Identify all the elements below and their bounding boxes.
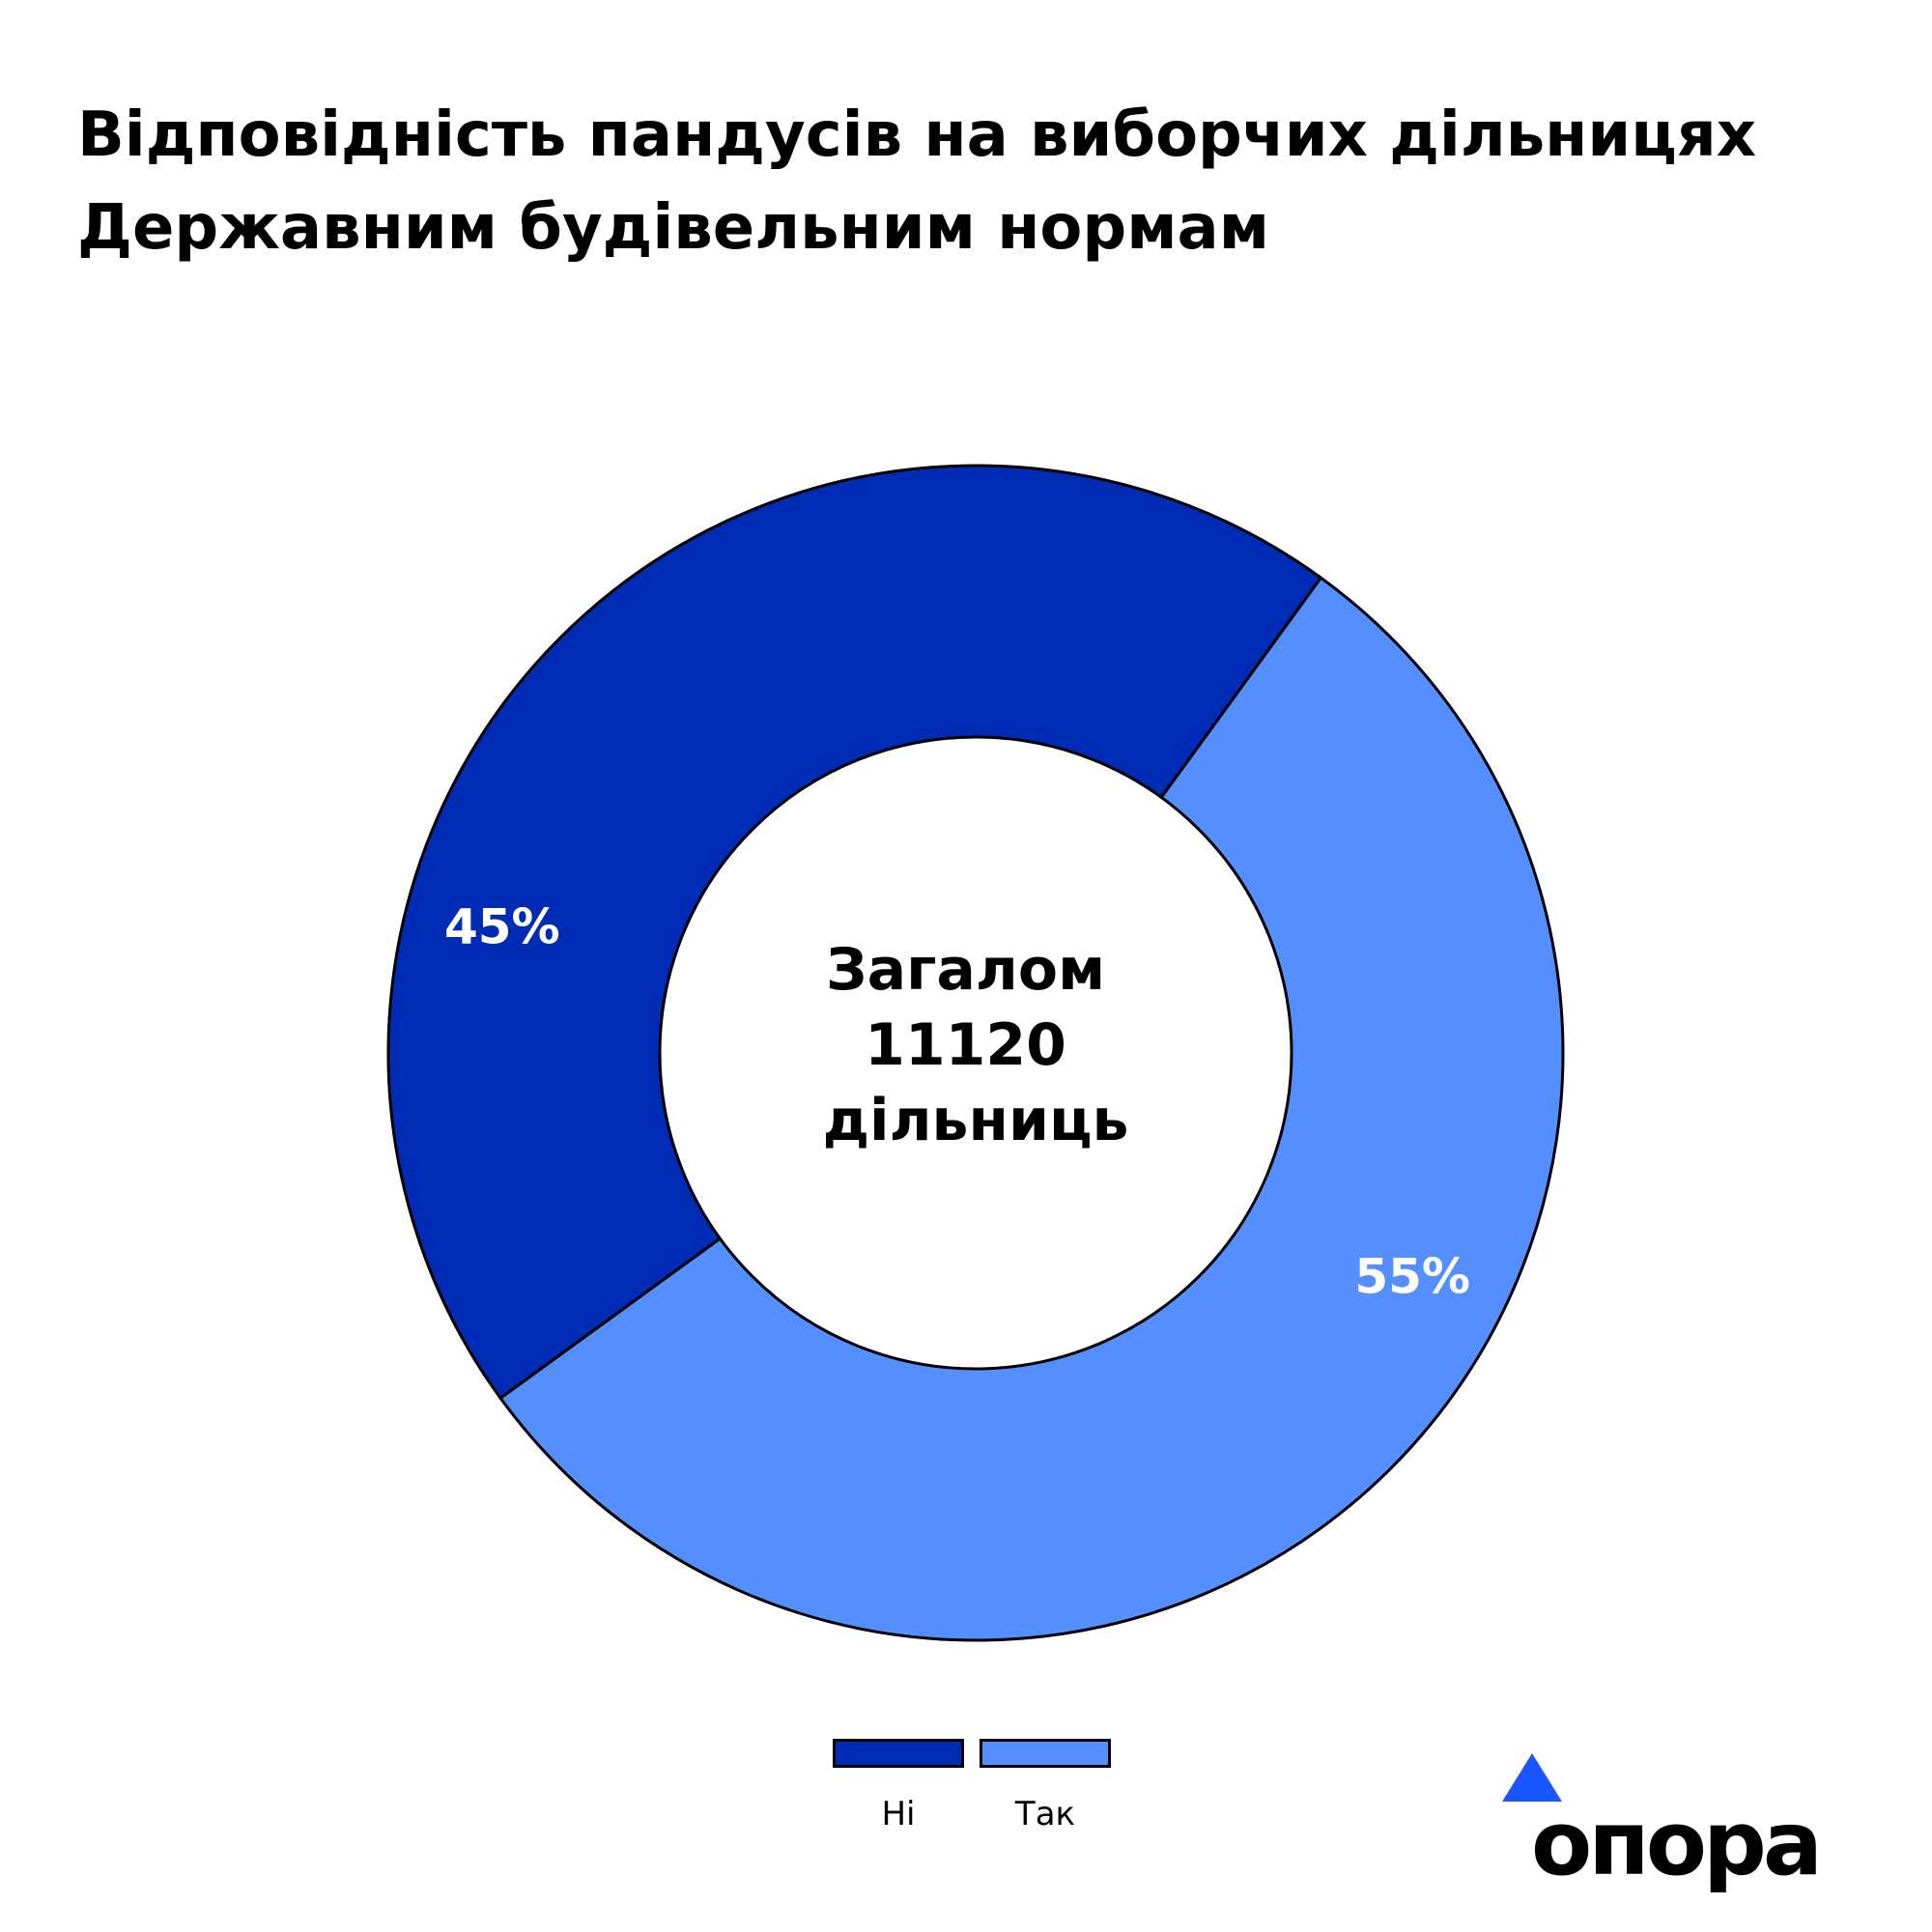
legend-item-ni: Ні [831,1739,966,1833]
legend-swatch-tak [980,1739,1111,1768]
slice-label-1: 45% [444,899,560,955]
legend-label-ni: Ні [881,1795,916,1833]
opora-logo: опора [1502,1753,1823,1895]
legend-swatch-ni [833,1739,964,1768]
slice-label-2: 55% [1354,1248,1470,1304]
donut-hole [658,735,1293,1371]
legend-label-tak: Так [1014,1795,1076,1833]
center-label-line-3: дільниць [823,1087,1129,1154]
chart-title: Відповідність пандусів на виборчих дільн… [77,89,1816,274]
chart-title-line-1: Відповідність пандусів на виборчих дільн… [77,99,1757,171]
chart-title-line-2: Державним будівельним нормам [77,192,1269,264]
slice-labels: 45% 55% [444,899,1470,1305]
logo-text: опора [1531,1792,1823,1895]
logo-triangle-icon [1502,1753,1562,1802]
center-label-line-1: Загалом [826,936,1105,1004]
legend-item-tak: Так [978,1739,1113,1833]
center-label-line-2: 11120 [865,1011,1066,1079]
legend: Ні Так [831,1739,1113,1833]
center-label: Загалом 11120 дільниць [823,936,1129,1154]
